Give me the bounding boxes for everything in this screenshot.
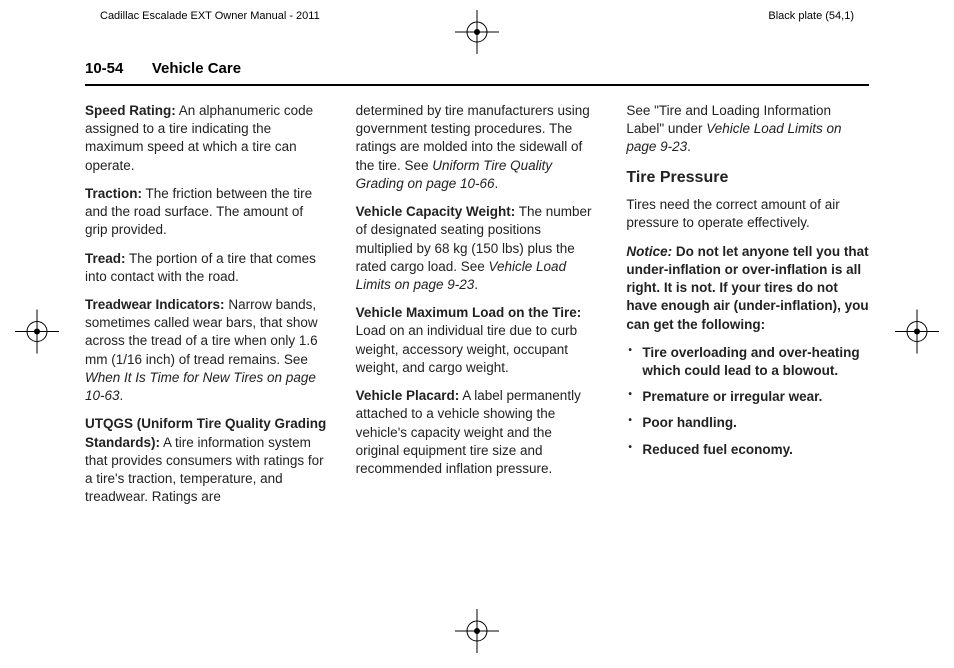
manual-title: Cadillac Escalade EXT Owner Manual - 201… bbox=[100, 10, 320, 22]
page-header: 10-54 Vehicle Care bbox=[85, 60, 869, 86]
term: Traction: bbox=[85, 186, 142, 201]
see-reference: See "Tire and Loading Information Label"… bbox=[626, 102, 869, 157]
consequence-list: Tire overloading and over-heating which … bbox=[626, 344, 869, 459]
text-columns: Speed Rating: An alphanumeric code assig… bbox=[85, 102, 869, 516]
column-3: See "Tire and Loading Information Label"… bbox=[626, 102, 869, 516]
list-item: Tire overloading and over-heating which … bbox=[626, 344, 869, 380]
column-1: Speed Rating: An alphanumeric code assig… bbox=[85, 102, 328, 516]
def-vehicle-capacity-weight: Vehicle Capacity Weight: The number of d… bbox=[356, 203, 599, 294]
list-item: Poor handling. bbox=[626, 414, 869, 432]
def-utqgs-cont: determined by tire manufacturers using g… bbox=[356, 102, 599, 193]
section-heading: Tire Pressure bbox=[626, 167, 869, 189]
list-item: Reduced fuel economy. bbox=[626, 441, 869, 459]
tire-pressure-intro: Tires need the correct amount of air pre… bbox=[626, 196, 869, 232]
chapter-title: Vehicle Care bbox=[152, 60, 241, 77]
page-content: 10-54 Vehicle Care Speed Rating: An alph… bbox=[85, 60, 869, 618]
term: Tread: bbox=[85, 251, 126, 266]
column-2: determined by tire manufacturers using g… bbox=[356, 102, 599, 516]
plate-info: Black plate (54,1) bbox=[768, 10, 854, 22]
term: Vehicle Maximum Load on the Tire: bbox=[356, 305, 582, 320]
term: Vehicle Capacity Weight: bbox=[356, 204, 516, 219]
registration-mark-right bbox=[895, 310, 939, 359]
term: Vehicle Placard: bbox=[356, 388, 460, 403]
page-number: 10-54 bbox=[85, 60, 123, 77]
def-text: . bbox=[474, 277, 478, 292]
def-vehicle-max-load: Vehicle Maximum Load on the Tire: Load o… bbox=[356, 304, 599, 377]
registration-mark-top bbox=[455, 10, 499, 54]
def-text: . bbox=[120, 388, 124, 403]
def-traction: Traction: The friction between the tire … bbox=[85, 185, 328, 240]
term: Speed Rating: bbox=[85, 103, 176, 118]
registration-mark-left bbox=[15, 310, 59, 359]
notice-label: Notice: bbox=[626, 244, 672, 259]
list-item: Premature or irregular wear. bbox=[626, 388, 869, 406]
def-text: . bbox=[687, 139, 691, 154]
def-treadwear-indicators: Treadwear Indicators: Narrow bands, some… bbox=[85, 296, 328, 405]
def-text: . bbox=[495, 176, 499, 191]
notice-block: Notice: Do not let anyone tell you that … bbox=[626, 243, 869, 334]
def-text: Load on an individual tire due to curb w… bbox=[356, 323, 577, 374]
def-utqgs: UTQGS (Uniform Tire Quality Grading Stan… bbox=[85, 415, 328, 506]
def-speed-rating: Speed Rating: An alphanumeric code assig… bbox=[85, 102, 328, 175]
def-vehicle-placard: Vehicle Placard: A label permanently att… bbox=[356, 387, 599, 478]
term: Treadwear Indicators: bbox=[85, 297, 225, 312]
def-tread: Tread: The portion of a tire that comes … bbox=[85, 250, 328, 286]
